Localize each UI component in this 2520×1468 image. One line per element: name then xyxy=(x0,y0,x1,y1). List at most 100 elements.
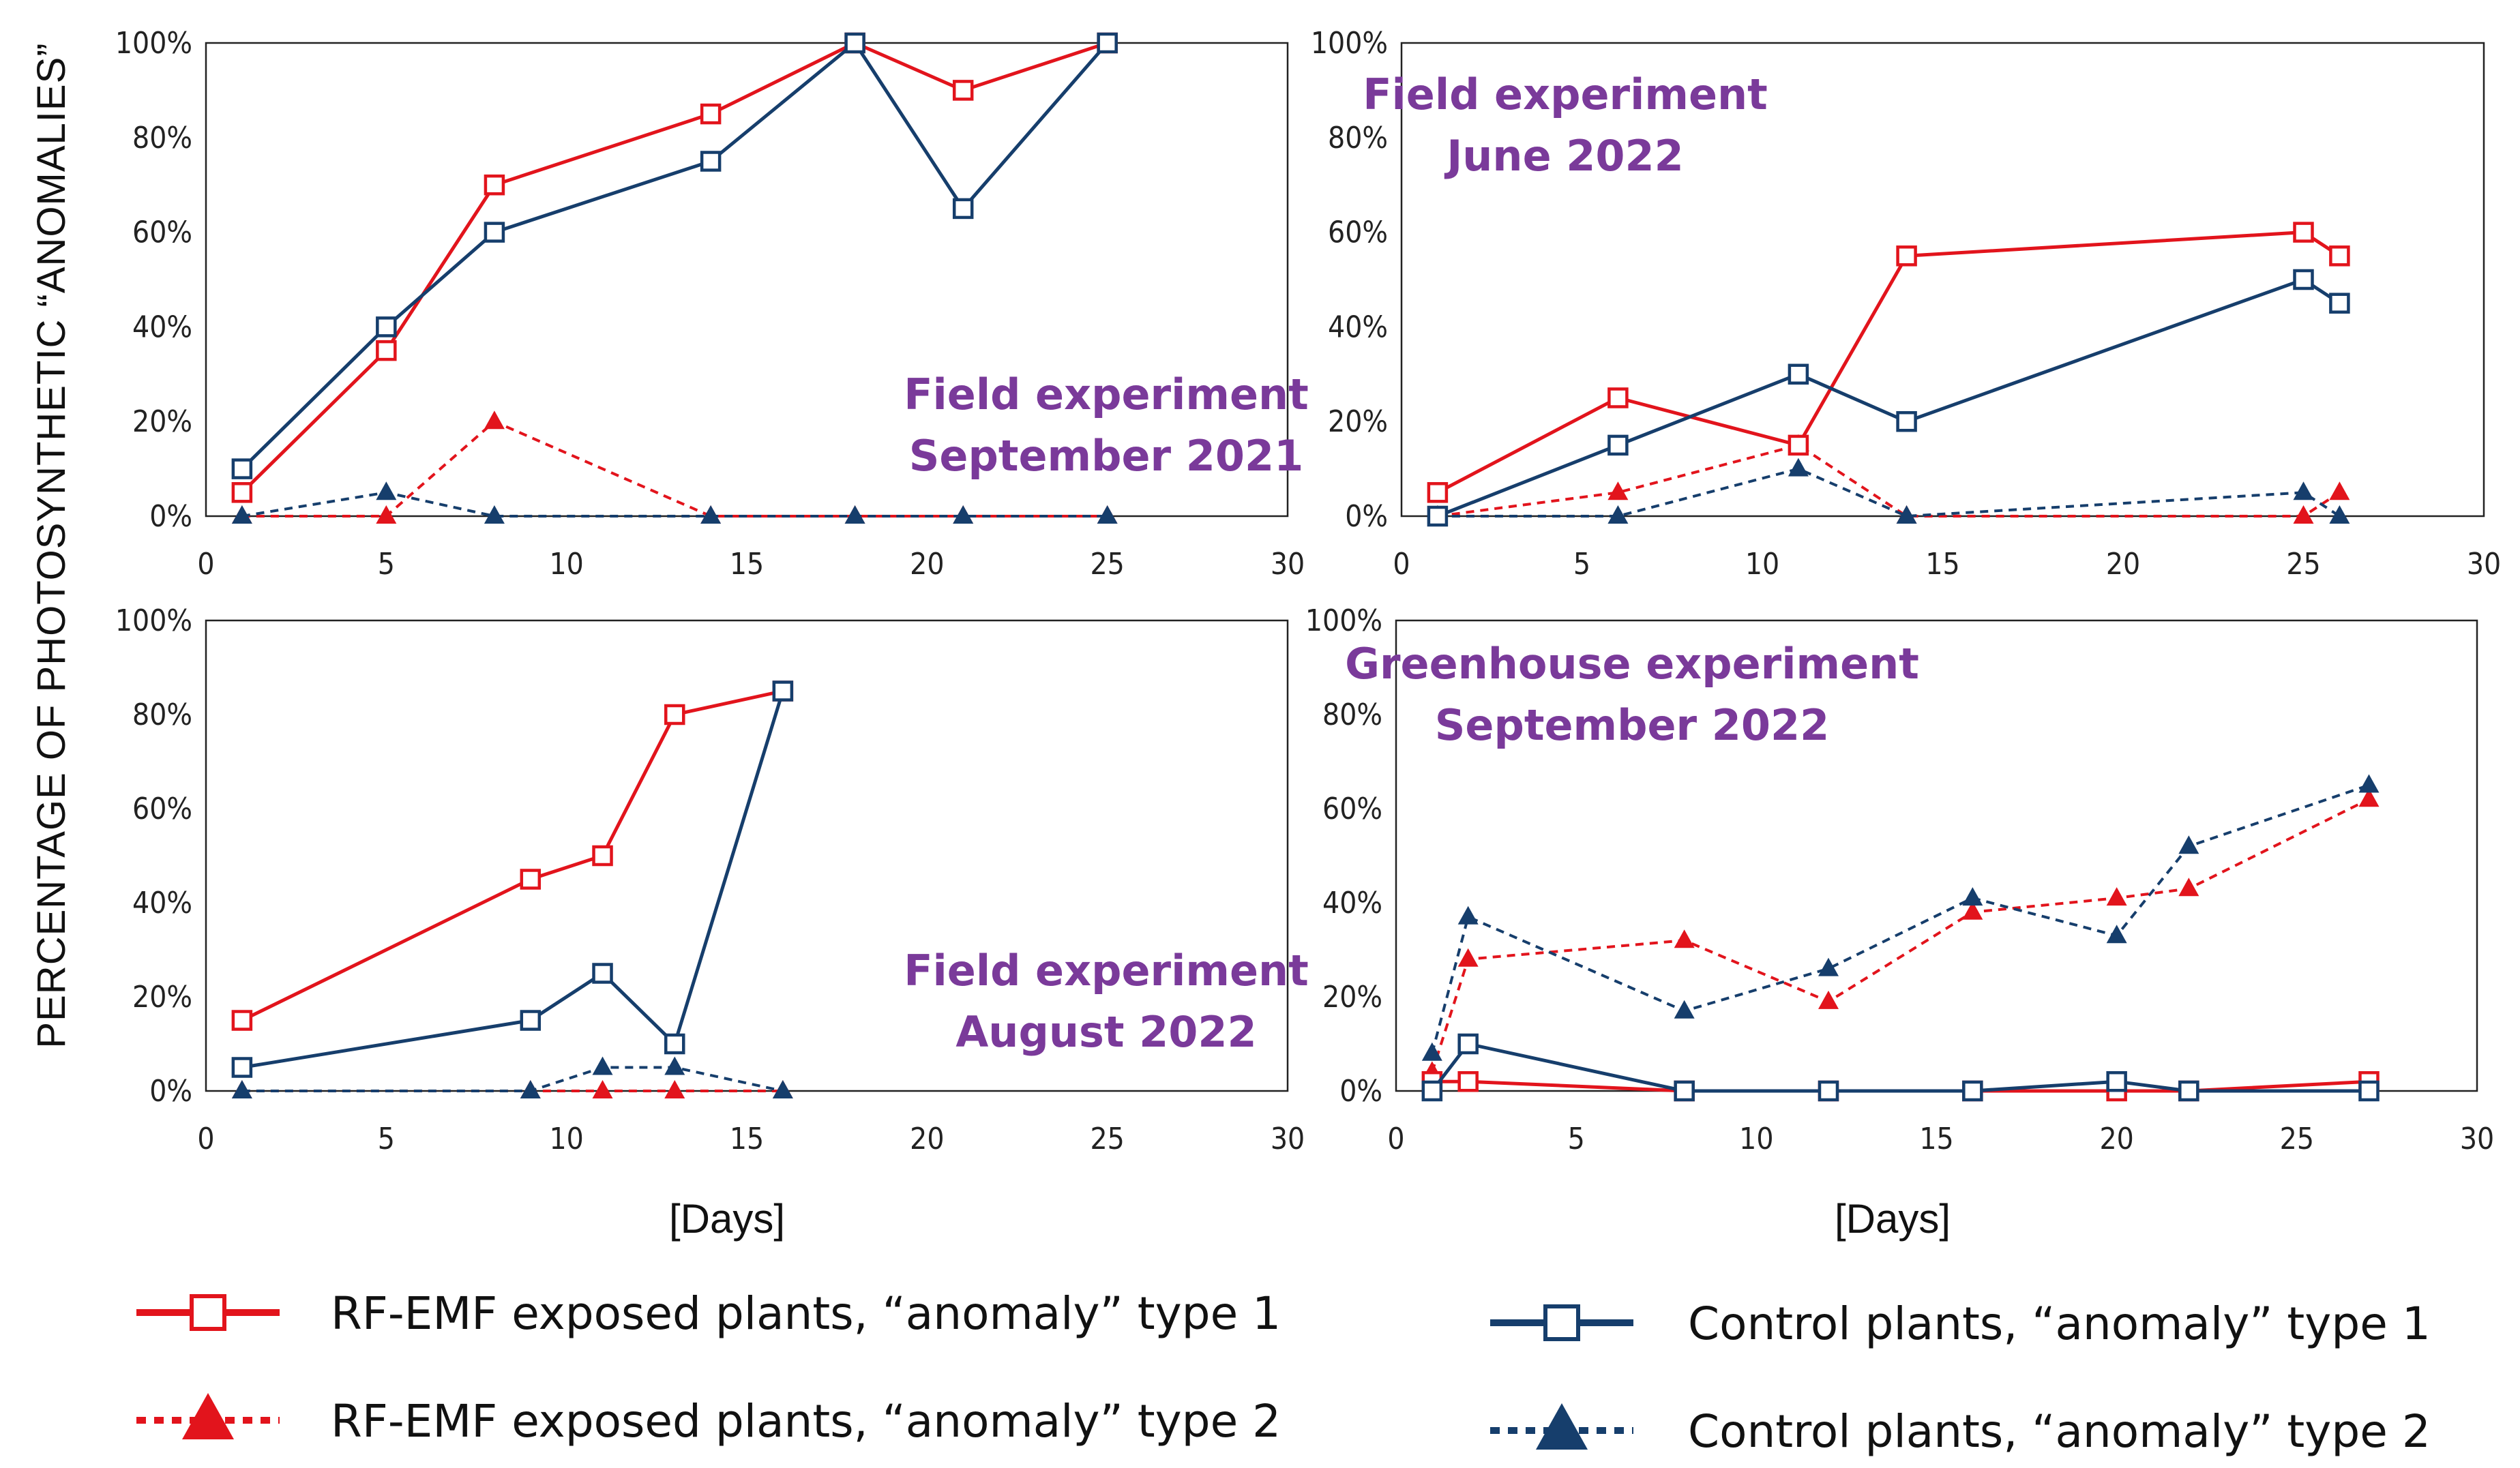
data-point xyxy=(2358,774,2380,793)
x-tick-label: 25 xyxy=(1090,547,1124,582)
legend-square-marker xyxy=(190,1294,226,1331)
y-tick-label: 40% xyxy=(132,310,192,344)
x-tick-label: 15 xyxy=(730,547,764,582)
data-point xyxy=(1818,1080,1839,1102)
data-point xyxy=(2329,505,2350,524)
data-point xyxy=(231,1057,253,1078)
data-point xyxy=(484,174,505,196)
data-point xyxy=(484,410,505,430)
data-point xyxy=(1896,505,1917,524)
panel-annotation: Field experiment xyxy=(904,946,1309,995)
data-point xyxy=(484,505,505,524)
y-tick-label: 20% xyxy=(132,404,192,439)
data-point xyxy=(231,1080,252,1098)
panel-annotation: June 2022 xyxy=(1444,131,1684,181)
x-tick-label: 10 xyxy=(549,547,583,582)
data-point xyxy=(231,1010,253,1031)
data-point xyxy=(844,32,865,54)
data-point xyxy=(1674,1080,1695,1102)
series-line xyxy=(1430,1042,2369,1093)
y-tick-label: 60% xyxy=(132,792,192,826)
y-tick-label: 60% xyxy=(1328,215,1388,250)
x-tick-label: 10 xyxy=(549,1122,583,1156)
series-ctrl_t2 xyxy=(231,481,1118,524)
data-point xyxy=(952,198,974,220)
data-point xyxy=(2293,481,2314,500)
data-point xyxy=(592,963,613,984)
y-tick-label: 100% xyxy=(1311,26,1388,61)
data-point xyxy=(772,1080,793,1098)
data-point xyxy=(1607,434,1629,456)
x-tick-label: 15 xyxy=(1925,547,1959,582)
data-point xyxy=(1962,901,1983,920)
data-point xyxy=(1818,957,1839,976)
data-point xyxy=(772,680,794,702)
data-point xyxy=(592,1056,613,1075)
data-point xyxy=(1788,458,1809,477)
data-point xyxy=(520,869,542,890)
y-tick-label: 20% xyxy=(1328,404,1388,439)
data-point xyxy=(376,505,397,524)
x-tick-label: 20 xyxy=(910,1122,944,1156)
data-point xyxy=(700,151,722,172)
series-line xyxy=(1437,443,2341,518)
series-ctrl_t2 xyxy=(1421,774,2380,1061)
x-tick-label: 20 xyxy=(2106,547,2140,582)
data-point xyxy=(1607,481,1629,500)
chart-panel-2: 0% 20% 40% 60% 80% 100% 0 5 10 15 20 25 30 Field expe… xyxy=(1311,26,2501,582)
series-line xyxy=(1430,783,2370,1054)
data-point xyxy=(1818,990,1839,1009)
x-tick-label: 25 xyxy=(2280,1122,2314,1156)
x-tick-label: 30 xyxy=(2467,547,2501,582)
legend-label: RF-EMF exposed plants, “anomaly” type 1 xyxy=(331,1287,1281,1340)
y-tick-label: 100% xyxy=(1305,603,1382,638)
y-tick-label: 60% xyxy=(1322,792,1382,826)
data-point xyxy=(664,1033,685,1055)
panel-annotation: September 2022 xyxy=(1435,700,1830,750)
data-point xyxy=(2106,925,2127,944)
legend-label: Control plants, “anomaly” type 1 xyxy=(1688,1298,2431,1350)
data-point xyxy=(592,845,613,867)
x-tick-label: 5 xyxy=(378,1122,395,1156)
panel-annotation: Field experiment xyxy=(1363,70,1768,119)
y-tick-label: 80% xyxy=(132,121,192,155)
data-point xyxy=(1962,887,1983,906)
data-point xyxy=(1457,1033,1479,1055)
y-tick-label: 100% xyxy=(115,26,192,61)
legend-triangle-marker xyxy=(1536,1403,1588,1450)
x-tick-label: 30 xyxy=(2460,1122,2494,1156)
panel-annotation: August 2022 xyxy=(955,1007,1256,1057)
data-point xyxy=(1674,929,1695,948)
panel-annotation: September 2021 xyxy=(909,431,1304,481)
data-point xyxy=(1607,505,1629,524)
data-point xyxy=(231,458,253,479)
x-tick-label: 5 xyxy=(1573,547,1590,582)
series-line xyxy=(241,690,785,1069)
data-point xyxy=(844,505,865,524)
series-line xyxy=(241,491,1108,518)
data-point xyxy=(1427,505,1449,527)
series-ctrl_t1 xyxy=(1421,1033,2380,1102)
legend: RF-EMF exposed plants, “anomaly” type 1 C… xyxy=(136,1287,2431,1458)
series-ctrl_t1 xyxy=(231,680,794,1078)
data-point xyxy=(2329,245,2350,267)
x-tick-label: 10 xyxy=(1745,547,1779,582)
y-tick-label: 80% xyxy=(1328,121,1388,155)
data-point xyxy=(1421,1042,1442,1061)
y-tick-label: 20% xyxy=(1322,980,1382,1015)
data-point xyxy=(1607,387,1629,408)
series-ctrl_t2 xyxy=(231,1056,793,1098)
data-point xyxy=(592,1080,613,1098)
series-line xyxy=(1430,798,2370,1073)
x-tick-label: 5 xyxy=(378,547,395,582)
data-point xyxy=(664,1056,685,1075)
legend-item-rf_t2: RF-EMF exposed plants, “anomaly” type 2 xyxy=(136,1393,1281,1448)
series-rf_t2 xyxy=(231,1080,793,1098)
data-point xyxy=(520,1080,541,1098)
y-tick-label: 0% xyxy=(1339,1074,1382,1109)
y-tick-label: 80% xyxy=(1322,698,1382,732)
data-point xyxy=(520,1010,542,1031)
data-point xyxy=(1896,410,1917,432)
data-point xyxy=(1421,1080,1443,1102)
data-point xyxy=(2293,222,2314,243)
